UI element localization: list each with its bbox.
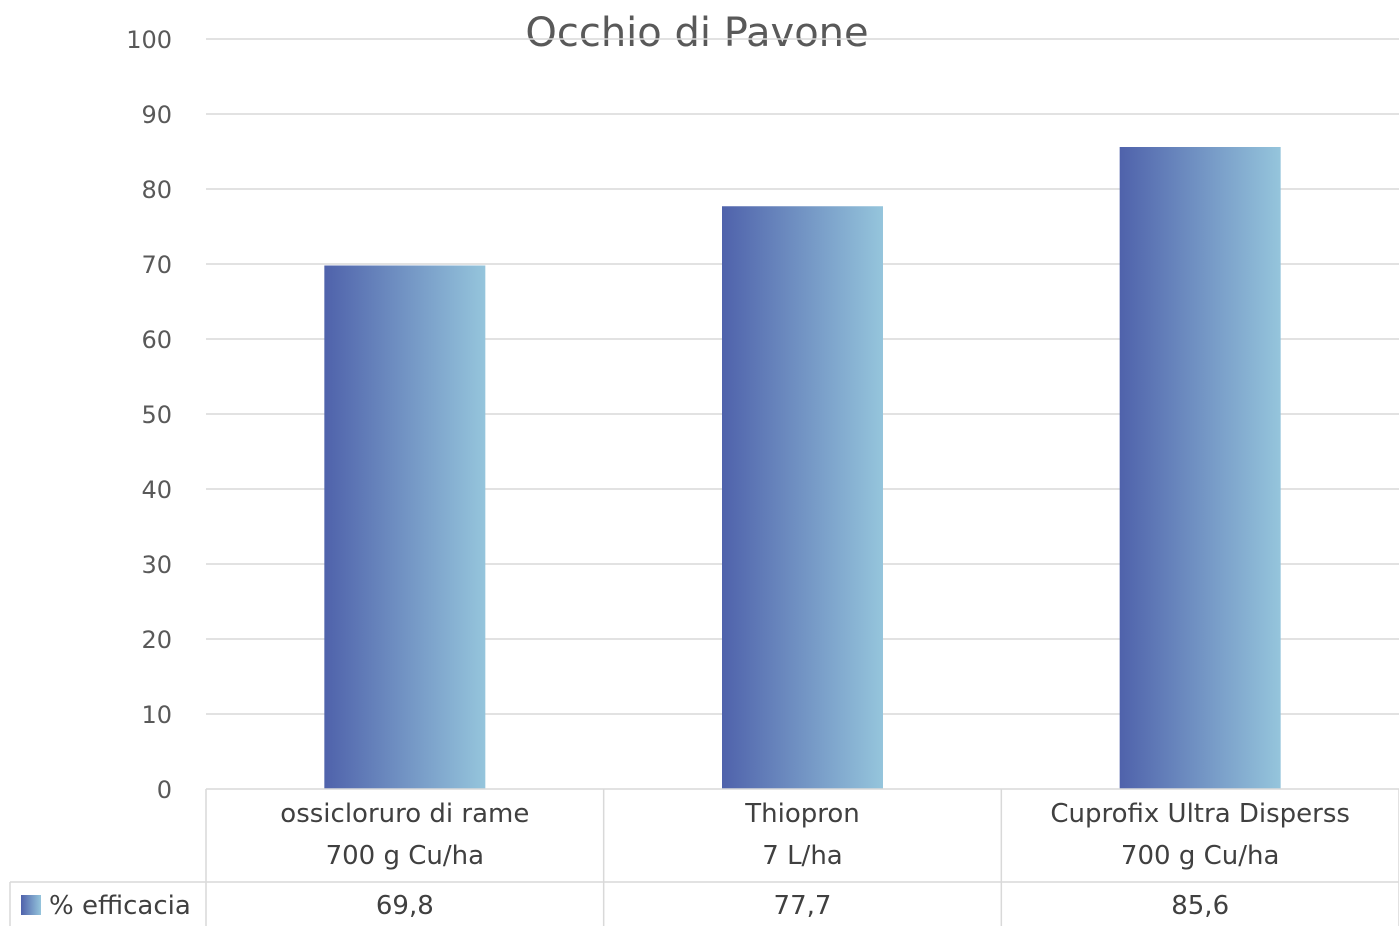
category-label: 700 g Cu/ha: [326, 841, 484, 871]
category-label: ossicloruro di rame: [280, 799, 529, 829]
y-tick-label: 100: [126, 26, 172, 54]
legend-swatch: [21, 895, 41, 915]
category-label: Thiopron: [744, 799, 860, 829]
category-label: 700 g Cu/ha: [1121, 841, 1279, 871]
y-tick-label: 90: [141, 101, 172, 129]
y-tick-label: 30: [141, 551, 172, 579]
data-table: ossicloruro di rame 700 g Cu/ha 69,8 Thiopr…: [9, 788, 1399, 926]
y-tick-label: 0: [157, 776, 172, 804]
bar: [1119, 147, 1281, 789]
bars: [324, 147, 1281, 789]
y-tick-label: 10: [141, 701, 172, 729]
bar: [324, 265, 486, 789]
chart-title: Occhio di Pavone: [525, 10, 868, 56]
category-label: Cuprofix Ultra Disperss: [1050, 799, 1350, 829]
y-tick-label: 60: [141, 326, 172, 354]
y-tick-label: 40: [141, 476, 172, 504]
data-table-value: 85,6: [1171, 891, 1229, 921]
data-table-value: 77,7: [774, 891, 832, 921]
bar: [722, 206, 883, 789]
data-table-value: 69,8: [376, 891, 434, 921]
y-tick-label: 50: [141, 401, 172, 429]
y-tick-label: 80: [141, 176, 172, 204]
y-axis: 0 10 20 30 40 50 60 70 80 90 100: [126, 26, 172, 804]
legend-label: % efficacia: [49, 891, 191, 921]
category-label: 7 L/ha: [762, 841, 842, 871]
y-tick-label: 20: [141, 626, 172, 654]
y-tick-label: 70: [141, 251, 172, 279]
